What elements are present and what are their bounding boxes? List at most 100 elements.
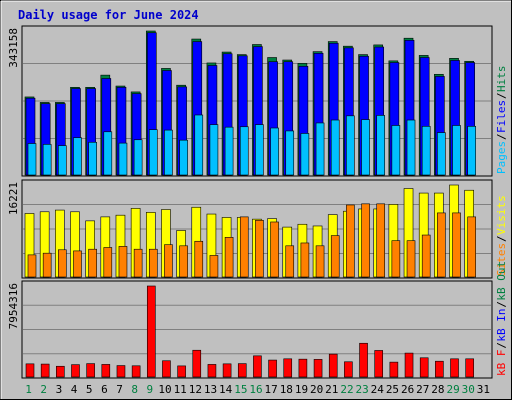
bar-pages <box>361 119 370 176</box>
bar-sites <box>58 249 67 278</box>
bar-kbytes <box>389 361 399 378</box>
legend-kb-out: kB Out <box>495 261 508 301</box>
bar-kbytes <box>419 357 429 378</box>
legend-separator-hits_files_pages-2: / <box>495 92 508 99</box>
bar-kbytes <box>222 363 232 378</box>
bar-pages <box>88 141 97 176</box>
x-tick-label: 11 <box>174 383 187 396</box>
bar-sites <box>391 240 401 278</box>
bar-kbytes <box>71 364 80 378</box>
x-tick-label: 17 <box>265 383 278 396</box>
legend-pages: Pages <box>495 141 508 174</box>
bar-sites <box>361 203 370 278</box>
bar-kbytes <box>40 363 50 378</box>
bar-sites <box>376 203 386 278</box>
x-tick-label: 23 <box>356 383 369 396</box>
bar-pages <box>239 126 249 176</box>
bar-pages <box>103 131 113 176</box>
bar-pages <box>467 126 476 176</box>
bar-pages <box>315 122 325 176</box>
legend-kb-in: kB In <box>495 308 508 341</box>
bar-kbytes <box>162 360 171 378</box>
bar-kbytes <box>374 350 384 378</box>
legend-visits: Visits <box>495 195 508 235</box>
bar-pages <box>330 119 340 176</box>
legend-separator-visits_sites-1: / <box>495 235 508 242</box>
bar-pages <box>148 129 158 176</box>
bar-pages <box>376 115 386 176</box>
bar-pages <box>285 130 295 176</box>
bar-kbytes <box>283 358 293 378</box>
bar-pages <box>391 125 401 176</box>
bar-sites <box>437 212 446 278</box>
bar-pages <box>346 115 355 176</box>
x-tick-label: 26 <box>401 383 414 396</box>
bar-kbytes <box>268 359 277 378</box>
bar-kbytes <box>298 358 308 378</box>
x-tick-label: 30 <box>462 383 475 396</box>
bar-pages <box>224 126 234 176</box>
x-tick-label: 3 <box>56 383 63 396</box>
bar-kbytes <box>101 364 111 378</box>
x-tick-label: 6 <box>101 383 108 396</box>
x-tick-label: 13 <box>204 383 217 396</box>
bar-sites <box>346 204 355 278</box>
x-tick-label: 10 <box>158 383 171 396</box>
bar-kbytes <box>56 365 65 378</box>
x-tick-label: 20 <box>310 383 323 396</box>
bar-pages <box>27 143 37 176</box>
bar-kbytes <box>465 358 474 378</box>
bar-kbytes <box>313 359 323 378</box>
bar-sites <box>421 234 431 278</box>
x-tick-label: 12 <box>189 383 202 396</box>
bar-sites <box>164 244 173 278</box>
bar-sites <box>270 221 279 278</box>
x-tick-label: 21 <box>325 383 338 396</box>
bar-sites <box>103 247 113 278</box>
bar-sites <box>179 245 188 278</box>
bar-sites <box>300 242 310 278</box>
bar-pages <box>133 139 143 176</box>
bar-kbytes <box>450 358 459 378</box>
bar-pages <box>270 127 279 176</box>
x-tick-label: 28 <box>431 383 444 396</box>
bar-kbytes <box>253 355 262 378</box>
x-tick-label: 5 <box>86 383 93 396</box>
x-tick-label: 15 <box>234 383 247 396</box>
bar-kbytes <box>207 364 217 378</box>
bar-kbytes <box>359 342 368 378</box>
bar-pages <box>179 139 188 176</box>
bar-pages <box>194 114 204 176</box>
y-max-label-kbytes: 7954316 <box>7 283 20 329</box>
bar-kbytes <box>131 365 141 378</box>
bar-sites <box>209 255 219 278</box>
bar-kbytes <box>192 349 202 378</box>
y-max-label-hits_files_pages: 343158 <box>7 28 20 68</box>
bar-pages <box>406 119 416 176</box>
bar-pages <box>421 126 431 176</box>
bar-kbytes <box>344 361 353 378</box>
bar-pages <box>58 145 67 176</box>
bar-sites <box>255 219 264 278</box>
bar-kbytes <box>86 363 95 378</box>
bar-sites <box>73 250 82 278</box>
bar-kbytes <box>435 360 444 378</box>
bar-kbytes <box>146 285 156 378</box>
bar-pages <box>73 137 82 176</box>
bar-pages <box>452 125 461 176</box>
bar-sites <box>133 248 143 278</box>
x-tick-label: 22 <box>340 383 353 396</box>
bar-sites <box>467 216 476 278</box>
bar-kbytes <box>25 363 35 378</box>
legend-separator-kbytes-2: / <box>495 301 508 308</box>
x-tick-label: 25 <box>386 383 399 396</box>
bar-sites <box>27 254 37 278</box>
x-tick-label: 9 <box>147 383 154 396</box>
x-tick-label: 8 <box>131 383 138 396</box>
bar-kbytes <box>116 365 126 378</box>
bar-sites <box>224 236 234 278</box>
bar-pages <box>164 129 173 176</box>
legend-separator-hits_files_pages-1: / <box>495 133 508 140</box>
legend-files: Files <box>495 100 508 133</box>
